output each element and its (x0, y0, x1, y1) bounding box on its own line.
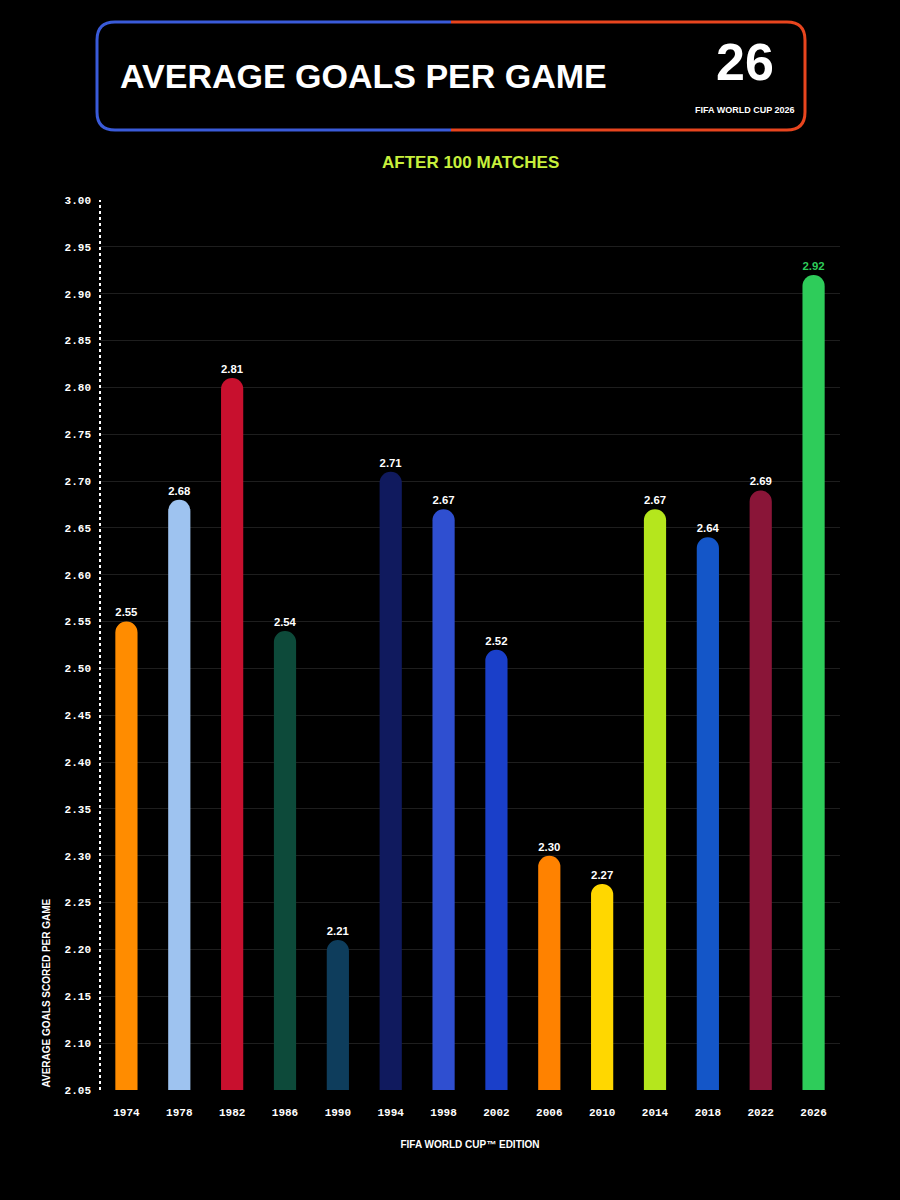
svg-text:1974: 1974 (113, 1107, 140, 1119)
svg-text:2.55: 2.55 (115, 606, 137, 618)
svg-text:2.80: 2.80 (65, 382, 91, 394)
svg-text:2.54: 2.54 (274, 616, 297, 628)
svg-text:2006: 2006 (536, 1107, 562, 1119)
svg-text:2.95: 2.95 (65, 242, 92, 254)
svg-text:26: 26 (716, 33, 774, 91)
svg-text:2.67: 2.67 (432, 494, 454, 506)
svg-text:2018: 2018 (695, 1107, 722, 1119)
svg-text:FIFA WORLD CUP™ EDITION: FIFA WORLD CUP™ EDITION (400, 1139, 539, 1150)
svg-text:1998: 1998 (430, 1107, 457, 1119)
svg-text:1986: 1986 (272, 1107, 298, 1119)
svg-text:2.67: 2.67 (644, 494, 666, 506)
svg-text:2014: 2014 (642, 1107, 669, 1119)
svg-text:2.85: 2.85 (65, 335, 92, 347)
svg-text:2.65: 2.65 (65, 523, 92, 535)
svg-text:1990: 1990 (325, 1107, 351, 1119)
svg-text:2.35: 2.35 (65, 804, 92, 816)
svg-text:2002: 2002 (483, 1107, 509, 1119)
svg-text:2022: 2022 (748, 1107, 774, 1119)
svg-text:1978: 1978 (166, 1107, 193, 1119)
svg-text:2.50: 2.50 (65, 663, 91, 675)
svg-text:2.15: 2.15 (65, 991, 92, 1003)
svg-text:2.40: 2.40 (65, 757, 91, 769)
svg-text:2.21: 2.21 (327, 925, 349, 937)
svg-text:2.81: 2.81 (221, 363, 243, 375)
svg-text:2.71: 2.71 (380, 457, 402, 469)
svg-text:2.55: 2.55 (65, 616, 92, 628)
svg-text:2.60: 2.60 (65, 570, 91, 582)
svg-text:AVERAGE GOALS SCORED PER GAME: AVERAGE GOALS SCORED PER GAME (41, 898, 52, 1087)
svg-text:2010: 2010 (589, 1107, 615, 1119)
svg-text:2.30: 2.30 (65, 851, 91, 863)
svg-text:2.52: 2.52 (485, 635, 507, 647)
svg-text:2.64: 2.64 (697, 522, 720, 534)
svg-text:2.25: 2.25 (65, 897, 92, 909)
svg-text:2.70: 2.70 (65, 476, 91, 488)
svg-text:AVERAGE GOALS PER GAME: AVERAGE GOALS PER GAME (120, 57, 607, 95)
svg-text:2.30: 2.30 (538, 841, 560, 853)
svg-text:2.20: 2.20 (65, 944, 91, 956)
svg-text:2026: 2026 (800, 1107, 826, 1119)
svg-text:3.00: 3.00 (65, 195, 91, 207)
svg-text:2.69: 2.69 (750, 475, 772, 487)
svg-text:AFTER 100 MATCHES: AFTER 100 MATCHES (382, 153, 559, 172)
svg-text:2.45: 2.45 (65, 710, 92, 722)
svg-text:2.27: 2.27 (591, 869, 613, 881)
svg-text:2.68: 2.68 (168, 485, 190, 497)
svg-text:1982: 1982 (219, 1107, 245, 1119)
svg-text:1994: 1994 (378, 1107, 405, 1119)
svg-text:FIFA WORLD CUP 2026: FIFA WORLD CUP 2026 (695, 105, 795, 115)
svg-text:2.90: 2.90 (65, 289, 91, 301)
svg-text:2.10: 2.10 (65, 1038, 91, 1050)
svg-text:2.75: 2.75 (65, 429, 92, 441)
svg-text:2.92: 2.92 (802, 260, 824, 272)
svg-text:2.05: 2.05 (65, 1085, 92, 1097)
